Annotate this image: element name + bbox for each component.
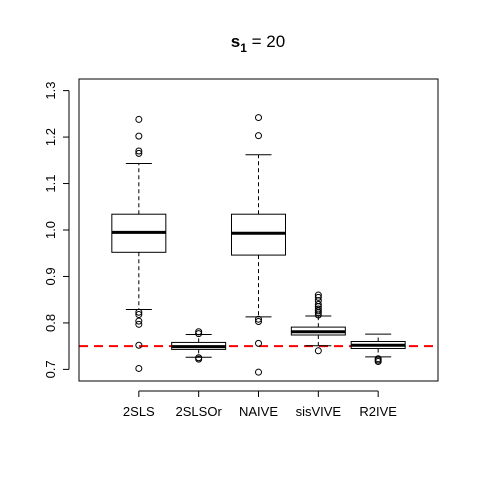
outlier-point <box>135 341 143 349</box>
outlier-point <box>314 305 322 313</box>
outlier-point <box>135 115 143 123</box>
outlier-point <box>255 339 262 347</box>
x-tick-label: 2SLS <box>123 404 155 419</box>
y-tick-label: 0.7 <box>43 360 58 378</box>
outlier-point <box>135 364 143 372</box>
y-tick-label: 1.2 <box>43 128 58 146</box>
outlier-point <box>135 317 143 325</box>
x-tick-label: 2SLSOr <box>176 404 223 419</box>
outlier-point <box>314 300 322 308</box>
y-tick-label: 1.0 <box>43 221 58 239</box>
x-tick-label: NAIVE <box>239 404 278 419</box>
chart-title: s1 = 20 <box>231 32 285 55</box>
outlier-point <box>195 328 203 336</box>
outlier-point <box>255 315 262 323</box>
chart-title-suffix: = 20 <box>247 32 285 51</box>
x-tick-label: sisVIVE <box>296 404 342 419</box>
outlier-point <box>135 149 143 157</box>
outlier-point <box>314 307 322 315</box>
x-tick-label: R2IVE <box>359 404 397 419</box>
outlier-point <box>374 355 382 363</box>
outlier-point <box>135 308 143 316</box>
y-tick-label: 0.9 <box>43 267 58 285</box>
outlier-point <box>135 320 143 328</box>
outlier-point <box>314 293 322 301</box>
outlier-point <box>195 354 203 362</box>
plot-layer: 0.7 0.8 0.9 1.0 1.1 1.2 1.3 2SLS 2SLSOr NAIVE sisV… <box>43 82 438 419</box>
outlier-point <box>314 347 322 355</box>
plot-frame <box>78 78 439 382</box>
outlier-point <box>135 147 143 155</box>
outlier-point <box>135 311 143 319</box>
outlier-point <box>255 132 262 140</box>
y-tick-label: 0.8 <box>43 314 58 332</box>
y-tick-label: 1.1 <box>43 174 58 192</box>
chart-title-prefix: s <box>231 32 240 51</box>
outlier-point <box>195 330 203 338</box>
outlier-point <box>135 132 143 140</box>
y-tick-label: 1.3 <box>43 82 58 100</box>
chart-title-subscript: 1 <box>240 41 247 55</box>
outlier-point <box>255 368 262 376</box>
outlier-point <box>255 318 262 326</box>
outlier-point <box>314 291 322 299</box>
outlier-point <box>255 114 262 122</box>
